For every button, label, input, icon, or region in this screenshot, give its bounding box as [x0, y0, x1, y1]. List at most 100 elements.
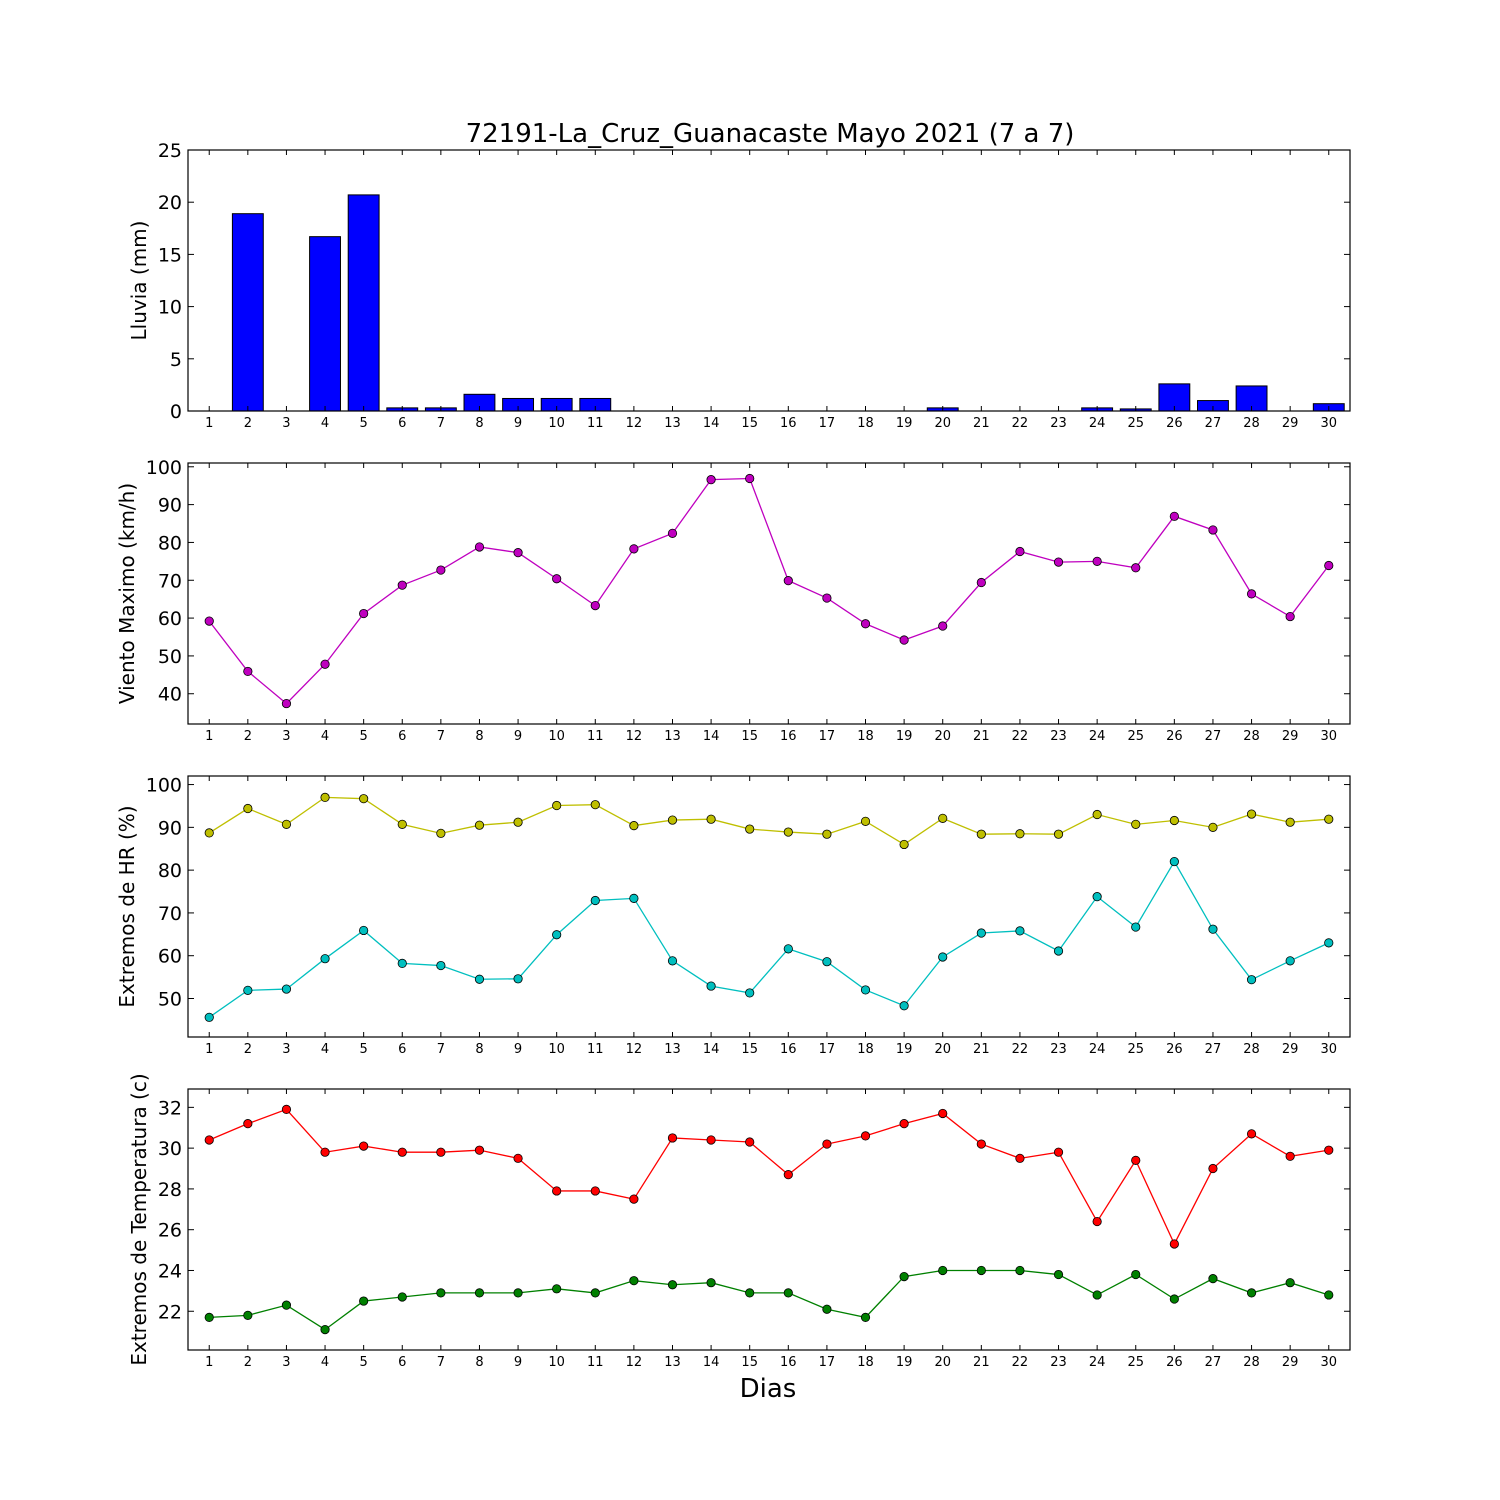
- y-tick-label: 10: [158, 297, 182, 319]
- data-point: [1285, 1151, 1295, 1161]
- data-point: [783, 576, 793, 586]
- data-point: [1092, 1216, 1102, 1227]
- y-tick-label: 0: [170, 401, 182, 423]
- y-tick-label: 28: [158, 1179, 182, 1201]
- x-tick-label: 11: [587, 1042, 604, 1057]
- x-tick-label: 14: [703, 416, 720, 431]
- data-point: [976, 928, 986, 938]
- data-point: [976, 577, 986, 588]
- x-tick-label: 16: [780, 416, 797, 431]
- data-point: [629, 544, 639, 554]
- x-tick-label: 5: [360, 416, 368, 431]
- data-point: [590, 1288, 600, 1298]
- data-point: [281, 984, 292, 994]
- data-point: [359, 925, 369, 936]
- rain-bar: [347, 194, 380, 412]
- x-tick-label: 23: [1050, 416, 1067, 431]
- x-tick-label: 28: [1243, 1355, 1260, 1370]
- x-tick-label: 10: [548, 729, 565, 744]
- x-tick-label: 20: [934, 729, 951, 744]
- data-point: [590, 600, 600, 611]
- y-tick-label: 30: [158, 1138, 182, 1160]
- x-tick-label: 4: [321, 416, 329, 431]
- data-point: [938, 952, 948, 962]
- x-tick-label: 12: [626, 416, 643, 431]
- rain-bar: [309, 236, 341, 412]
- plot-frame: [187, 149, 1351, 412]
- y-tick-label: 100: [146, 775, 182, 797]
- x-tick-label: 15: [741, 416, 758, 431]
- data-point: [590, 1186, 600, 1196]
- x-tick-label: 27: [1205, 1042, 1222, 1057]
- data-point: [822, 1304, 832, 1314]
- data-point: [204, 1012, 214, 1022]
- x-tick-label: 1: [205, 729, 213, 744]
- data-point: [243, 803, 253, 814]
- x-tick-label: 24: [1089, 416, 1106, 431]
- plot-frame: [187, 462, 1351, 725]
- x-tick-label: 22: [1012, 1042, 1029, 1057]
- data-point: [1053, 557, 1064, 567]
- data-point: [204, 828, 214, 838]
- x-tick-label: 28: [1243, 1042, 1260, 1057]
- data-point: [320, 659, 330, 669]
- data-point: [281, 1300, 292, 1310]
- x-tick-label: 19: [896, 416, 913, 431]
- x-axis-label: Dias: [740, 1374, 797, 1404]
- x-tick-label: 9: [514, 729, 522, 744]
- data-point: [552, 1186, 562, 1196]
- data-point: [513, 548, 523, 558]
- x-tick-label: 26: [1166, 1355, 1183, 1370]
- data-point: [1015, 829, 1025, 839]
- x-tick-label: 25: [1127, 1355, 1144, 1370]
- data-point: [783, 1170, 793, 1180]
- data-point: [243, 985, 253, 995]
- data-point: [281, 819, 292, 829]
- data-point: [976, 829, 986, 839]
- data-point: [1208, 1163, 1218, 1174]
- x-tick-label: 29: [1282, 729, 1299, 744]
- series-line-2: [208, 860, 1330, 1018]
- x-tick-label: 11: [587, 1355, 604, 1370]
- data-point: [899, 1271, 909, 1282]
- data-point: [1169, 1294, 1179, 1304]
- x-tick-label: 20: [934, 416, 951, 431]
- data-point: [1246, 809, 1257, 819]
- y-tick-label: 70: [158, 903, 182, 925]
- panel-2: 1 2 3 4 5 6 7 8 9 10 11 12 13 14 15 16 17 18 19 20 21 22 23 24 2…: [115, 457, 1351, 744]
- x-tick-label: 18: [857, 1355, 874, 1370]
- x-tick-label: 6: [398, 1355, 406, 1370]
- x-tick-label: 28: [1243, 416, 1260, 431]
- x-tick-label: 18: [857, 416, 874, 431]
- x-tick-label: 30: [1320, 1042, 1337, 1057]
- x-tick-label: 21: [973, 1355, 990, 1370]
- y-tick-label: 60: [158, 608, 182, 630]
- data-point: [1246, 1288, 1257, 1298]
- y-tick-label: 24: [158, 1260, 182, 1282]
- data-point: [1015, 1265, 1025, 1276]
- x-tick-label: 13: [664, 729, 681, 744]
- data-point: [1015, 926, 1025, 936]
- data-point: [860, 816, 871, 826]
- x-tick-label: 6: [398, 416, 406, 431]
- data-point: [1324, 814, 1334, 824]
- rain-bar: [231, 213, 264, 412]
- data-point: [860, 1312, 871, 1322]
- data-point: [243, 1310, 253, 1320]
- data-point: [397, 580, 407, 590]
- x-tick-label: 12: [626, 729, 643, 744]
- data-point: [1208, 525, 1218, 535]
- x-tick-label: 17: [819, 729, 836, 744]
- y-tick-label: 26: [158, 1220, 182, 1242]
- x-tick-label: 2: [244, 1042, 252, 1057]
- x-tick-label: 9: [514, 416, 522, 431]
- data-point: [667, 815, 678, 825]
- y-axis-label: Lluvia (mm): [127, 221, 151, 341]
- x-tick-label: 1: [205, 416, 213, 431]
- data-point: [1053, 946, 1064, 956]
- data-point: [397, 958, 407, 969]
- x-tick-label: 13: [664, 1355, 681, 1370]
- series-line-2: [209, 1269, 1329, 1331]
- data-point: [1285, 956, 1295, 966]
